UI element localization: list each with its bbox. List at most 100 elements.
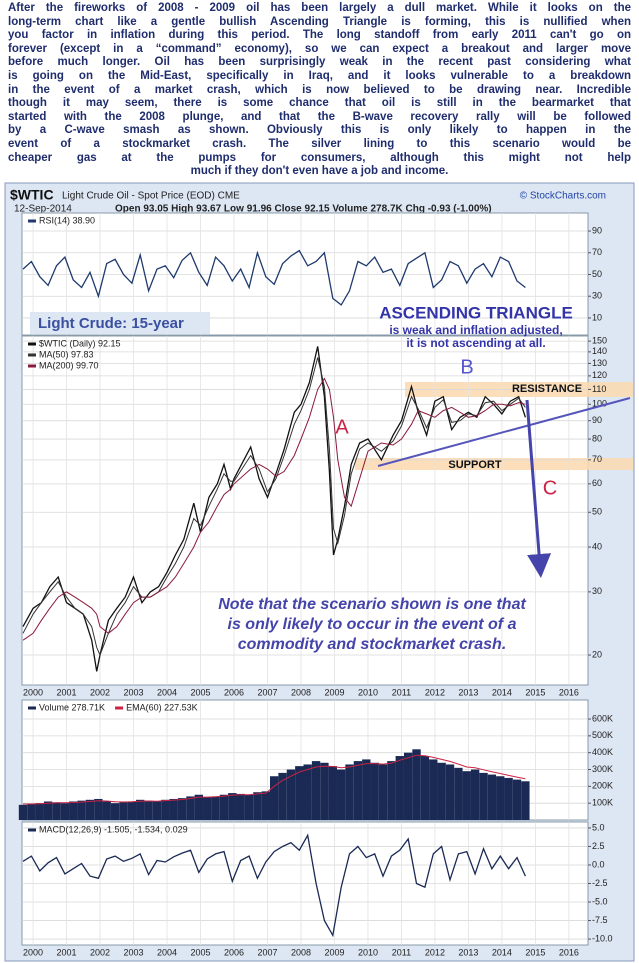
legend-label: MACD(12,26,9) -1.505, -1.534, 0.029 xyxy=(39,824,188,834)
y-tick-label: 90 xyxy=(592,415,602,425)
support-label: SUPPORT xyxy=(448,459,501,471)
bar xyxy=(102,801,111,820)
article-line: forever (except in a “command” economy),… xyxy=(8,42,631,55)
x-tick-label: 2012 xyxy=(425,687,445,697)
description: Light Crude Oil - Spot Price (EOD) CME xyxy=(62,191,240,202)
bar xyxy=(110,803,120,820)
bar xyxy=(85,799,95,820)
article-line: cheaper gas at the pumps for consumers, … xyxy=(8,151,631,164)
bar xyxy=(487,774,497,820)
bar xyxy=(94,798,103,820)
legend-swatch xyxy=(28,353,36,357)
series-line xyxy=(23,754,526,805)
bar xyxy=(454,767,463,820)
legend-label: RSI(14) 38.90 xyxy=(39,215,95,225)
pattern-title: ASCENDING TRIANGLE xyxy=(379,303,573,322)
x-tick-label: 2003 xyxy=(124,687,144,697)
bar xyxy=(236,793,245,820)
bar xyxy=(328,766,337,820)
x-tick-label: 2011 xyxy=(392,947,411,957)
series-line xyxy=(22,377,526,641)
y-tick-label: 80 xyxy=(592,433,602,443)
label: Light Crude: 15-year xyxy=(38,315,184,332)
bar xyxy=(387,761,396,820)
legend-label: $WTIC (Daily) 92.15 xyxy=(39,338,121,348)
bar xyxy=(403,752,413,820)
bar xyxy=(161,799,170,820)
bar xyxy=(211,796,220,820)
x-tick-label: 2004 xyxy=(157,687,177,697)
bar xyxy=(445,764,455,820)
bar xyxy=(311,761,321,820)
y-tick-label: 600K xyxy=(592,713,613,723)
y-tick-label: 140 xyxy=(592,346,607,356)
article-line: event of a stockmarket crash. The silver… xyxy=(8,137,631,150)
quote: Open 93.05 High 93.67 Low 91.96 Close 92… xyxy=(115,204,492,215)
y-tick-label: 30 xyxy=(592,586,602,596)
y-tick-label: 90 xyxy=(592,225,602,235)
note: Note that the scenario shown is one that xyxy=(218,596,526,613)
article-line: you factor in inflation during this peri… xyxy=(8,29,631,42)
note: commodity and stockmarket crash. xyxy=(238,636,507,653)
bar xyxy=(194,794,204,820)
y-tick-label: 100K xyxy=(592,798,613,808)
legend-label: Volume 278.71K xyxy=(39,702,105,712)
bar xyxy=(412,749,421,820)
x-tick-label: 2008 xyxy=(291,687,311,697)
y-tick-label: 200K xyxy=(592,781,613,791)
bar xyxy=(295,766,304,820)
x-tick-label: 2009 xyxy=(324,947,344,957)
bar xyxy=(27,804,36,820)
bar xyxy=(60,803,70,820)
y-tick-label: 500K xyxy=(592,730,613,740)
bar xyxy=(127,801,137,820)
bar xyxy=(253,792,262,820)
y-tick-label: -5.0 xyxy=(592,896,608,906)
bar xyxy=(521,781,530,820)
label-box xyxy=(30,312,210,334)
bar xyxy=(303,764,312,820)
bar xyxy=(420,756,430,820)
bar xyxy=(395,756,404,820)
x-tick-label: 2007 xyxy=(257,687,277,697)
x-tick-label: 2010 xyxy=(358,687,378,697)
legend-swatch xyxy=(28,364,36,368)
x-tick-label: 2002 xyxy=(90,947,110,957)
wave-label: A xyxy=(335,416,349,438)
x-tick-label: 2002 xyxy=(90,687,110,697)
date: 12-Sep-2014 xyxy=(14,204,72,215)
article-line: in the event of a market crash, which is… xyxy=(8,83,631,96)
article-line: started with the 2008 plunge, and that t… xyxy=(8,110,631,123)
bar xyxy=(35,803,44,820)
bar xyxy=(462,771,471,820)
wave-label: B xyxy=(460,356,473,378)
y-tick-label: 110 xyxy=(592,384,606,394)
note: is only likely to occur in the event of … xyxy=(228,616,517,633)
x-tick-label: 2014 xyxy=(492,947,512,957)
bar xyxy=(169,798,178,820)
bar xyxy=(152,801,162,820)
article-line: before much longer. Oil has been surpris… xyxy=(8,56,631,69)
series-line xyxy=(22,249,526,306)
bar xyxy=(270,776,279,820)
y-tick-label: 0.0 xyxy=(592,859,605,869)
bar xyxy=(18,804,28,820)
wave-label: C xyxy=(543,477,557,499)
y-tick-label: 10 xyxy=(592,312,602,322)
x-tick-label: 2005 xyxy=(190,687,210,697)
y-tick-label: 100 xyxy=(592,399,607,409)
annotations: Light Crude: 15-year ASCENDING TRIANGLE … xyxy=(30,303,631,653)
legend-label: MA(200) 99.70 xyxy=(39,360,99,370)
x-tick-label: 2010 xyxy=(358,947,378,957)
series-line xyxy=(22,346,527,672)
article-line: is going on the Mid-East, specifically i… xyxy=(8,69,631,82)
resistance-label: RESISTANCE xyxy=(512,383,582,395)
article: After the fireworks of 2008 - 2009 oil h… xyxy=(8,2,631,179)
x-tick-label: 2016 xyxy=(559,947,579,957)
bar xyxy=(219,794,229,820)
y-tick-label: 40 xyxy=(592,541,602,551)
y-tick-label: 5.0 xyxy=(592,822,605,832)
bar xyxy=(496,776,505,820)
bar xyxy=(77,800,86,820)
